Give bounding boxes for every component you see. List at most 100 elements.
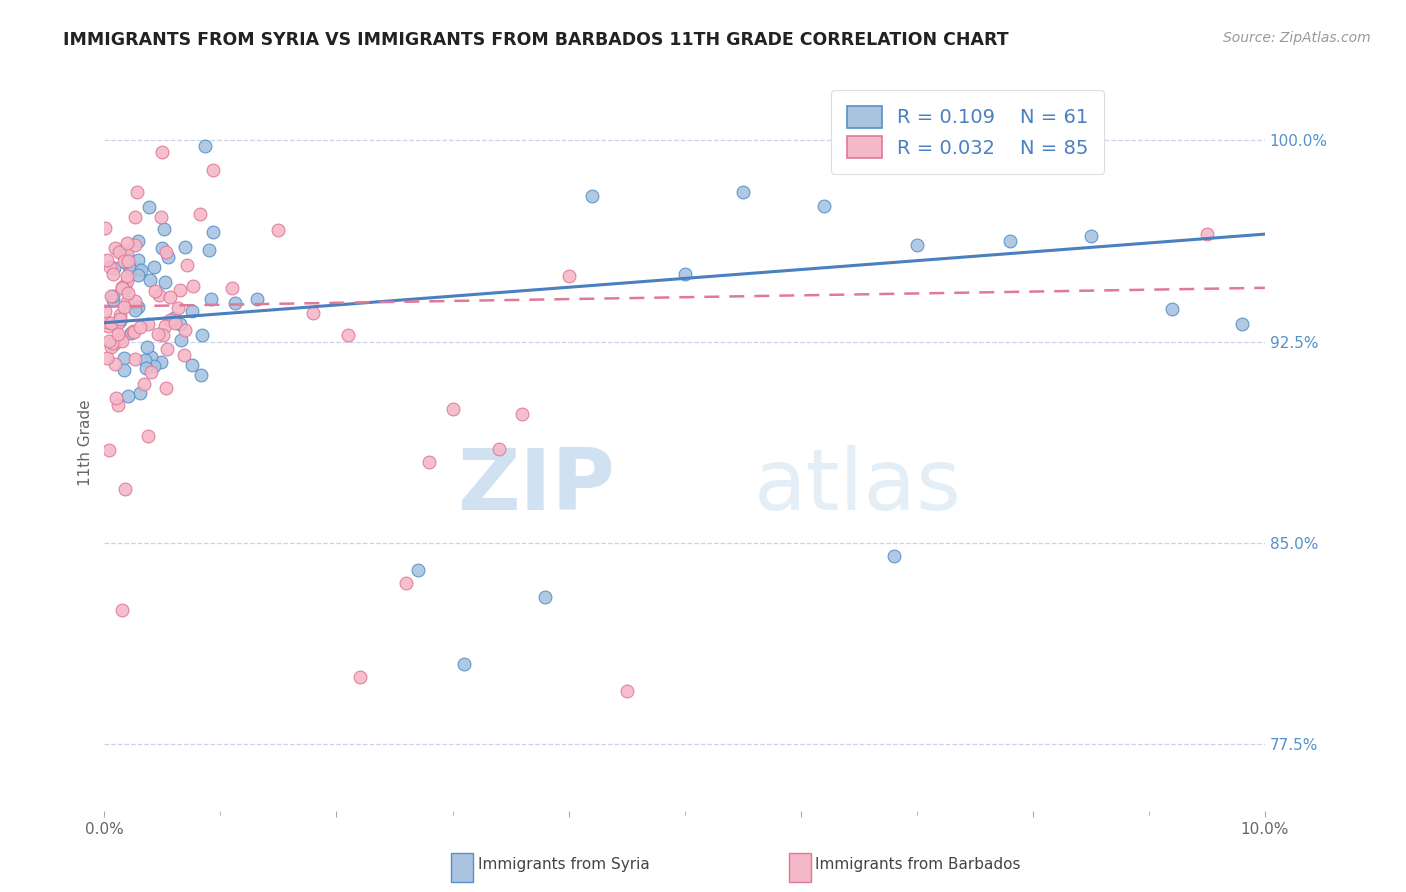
- Point: [581, 189, 603, 203]
- Text: Immigrants from Syria: Immigrants from Syria: [478, 857, 650, 872]
- Point: [117, 286, 139, 301]
- Point: [155, 244, 177, 259]
- Point: [156, 342, 179, 356]
- Point: [170, 333, 193, 347]
- Point: [156, 250, 179, 264]
- Point: [100, 289, 122, 303]
- Point: [882, 549, 904, 564]
- Point: [159, 290, 181, 304]
- Point: [97, 319, 120, 334]
- Point: [181, 279, 204, 293]
- Point: [122, 325, 145, 339]
- Point: [159, 313, 181, 327]
- Point: [124, 303, 146, 318]
- Point: [188, 207, 211, 221]
- Point: [117, 246, 139, 260]
- Point: [98, 260, 121, 275]
- Point: [174, 240, 197, 254]
- Point: [124, 211, 146, 225]
- Point: [201, 163, 224, 178]
- Point: [104, 241, 127, 255]
- Point: [108, 244, 131, 258]
- Text: IMMIGRANTS FROM SYRIA VS IMMIGRANTS FROM BARBADOS 11TH GRADE CORRELATION CHART: IMMIGRANTS FROM SYRIA VS IMMIGRANTS FROM…: [63, 31, 1010, 49]
- Point: [103, 337, 125, 351]
- Point: [96, 351, 118, 365]
- Point: [155, 381, 177, 395]
- Point: [98, 442, 121, 457]
- Point: [191, 327, 214, 342]
- Point: [194, 139, 217, 153]
- Point: [418, 455, 440, 469]
- Point: [136, 340, 159, 354]
- Text: atlas: atlas: [754, 445, 962, 528]
- Point: [118, 260, 141, 274]
- Point: [127, 253, 149, 268]
- Point: [117, 389, 139, 403]
- Point: [180, 358, 202, 372]
- Point: [152, 328, 174, 343]
- Point: [107, 327, 129, 342]
- Point: [190, 368, 212, 382]
- Point: [124, 293, 146, 308]
- Point: [114, 482, 136, 496]
- Point: [510, 408, 533, 422]
- Point: [122, 326, 145, 340]
- Point: [337, 328, 360, 343]
- Text: ZIP: ZIP: [457, 445, 614, 528]
- Point: [101, 267, 124, 281]
- Point: [302, 306, 325, 320]
- Point: [107, 316, 129, 330]
- Point: [145, 284, 167, 298]
- Point: [125, 186, 148, 200]
- Point: [150, 355, 173, 369]
- Point: [112, 300, 135, 314]
- Point: [453, 657, 475, 671]
- Point: [112, 351, 135, 365]
- Point: [112, 363, 135, 377]
- Point: [134, 352, 156, 367]
- Point: [153, 222, 176, 236]
- Point: [107, 244, 129, 259]
- Point: [488, 442, 510, 456]
- Point: [110, 314, 132, 328]
- Point: [221, 281, 243, 295]
- Point: [813, 199, 835, 213]
- Point: [1195, 227, 1218, 241]
- Point: [673, 267, 696, 281]
- Point: [110, 330, 132, 344]
- Point: [127, 234, 149, 248]
- Point: [616, 683, 638, 698]
- Point: [103, 289, 125, 303]
- Point: [101, 293, 124, 308]
- Point: [96, 252, 118, 267]
- Point: [1230, 318, 1253, 332]
- Point: [1161, 301, 1184, 316]
- Point: [108, 311, 131, 326]
- Point: [1080, 229, 1102, 244]
- Point: [406, 563, 429, 577]
- Point: [224, 295, 246, 310]
- Point: [246, 292, 269, 306]
- Point: [115, 274, 138, 288]
- Point: [142, 260, 165, 275]
- Point: [349, 670, 371, 684]
- Point: [173, 348, 195, 362]
- Point: [124, 238, 146, 252]
- Point: [169, 317, 191, 331]
- Text: Source: ZipAtlas.com: Source: ZipAtlas.com: [1223, 31, 1371, 45]
- Point: [108, 308, 131, 322]
- Y-axis label: 11th Grade: 11th Grade: [79, 399, 93, 485]
- Point: [129, 263, 152, 277]
- Point: [146, 327, 169, 342]
- Point: [534, 590, 557, 604]
- Point: [98, 334, 121, 349]
- Point: [139, 350, 162, 364]
- Point: [174, 323, 197, 337]
- Point: [124, 352, 146, 367]
- Point: [169, 283, 191, 297]
- Point: [136, 317, 159, 331]
- Point: [201, 225, 224, 239]
- Point: [111, 603, 134, 617]
- Point: [104, 391, 127, 405]
- Point: [117, 253, 139, 268]
